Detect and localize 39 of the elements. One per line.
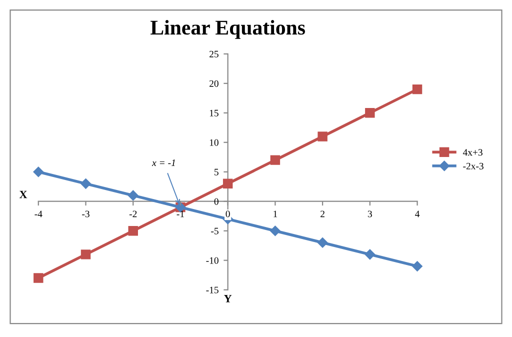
y-tick-label: 15 <box>210 110 218 116</box>
y-tick-label: 25 <box>210 50 218 58</box>
y-tick-label: 5 <box>214 168 218 176</box>
point <box>270 226 280 236</box>
point <box>412 84 422 94</box>
legend-label: 4x+3 <box>462 149 482 156</box>
point <box>33 166 44 177</box>
chart-title: Linear Equations <box>150 20 306 39</box>
x-tick-label: -3 <box>82 210 90 218</box>
y-tick-label: -10 <box>206 257 218 264</box>
point <box>318 132 328 142</box>
point <box>80 250 91 260</box>
x-tick-label: 4 <box>415 210 420 218</box>
y-tick-label: 20 <box>210 80 218 87</box>
legend-label: -2x-3 <box>463 162 484 170</box>
x-tick-label: -1 <box>176 210 184 218</box>
annotation: x = -1 <box>152 160 175 166</box>
text: X <box>19 190 28 198</box>
x-tick-label: 0 <box>226 210 230 218</box>
point <box>128 190 138 201</box>
point <box>364 249 376 260</box>
point <box>80 178 91 189</box>
point <box>270 155 280 165</box>
x-tick-label: 3 <box>368 210 372 218</box>
x-tick-label: 1 <box>274 210 278 218</box>
y-tick-label: -15 <box>206 286 218 294</box>
point <box>128 226 138 236</box>
y-tick-label: 10 <box>210 139 218 146</box>
point <box>365 108 375 118</box>
x-tick-label: -2 <box>129 210 137 218</box>
x-tick-label: 2 <box>320 210 324 218</box>
y-tick-label: -5 <box>211 228 218 234</box>
point <box>317 238 328 248</box>
x-tick-label: -4 <box>34 210 42 218</box>
y-tick-label: 0 <box>214 198 218 205</box>
text: Y <box>224 294 232 302</box>
point <box>412 261 422 272</box>
point <box>222 178 233 189</box>
point <box>34 273 44 283</box>
